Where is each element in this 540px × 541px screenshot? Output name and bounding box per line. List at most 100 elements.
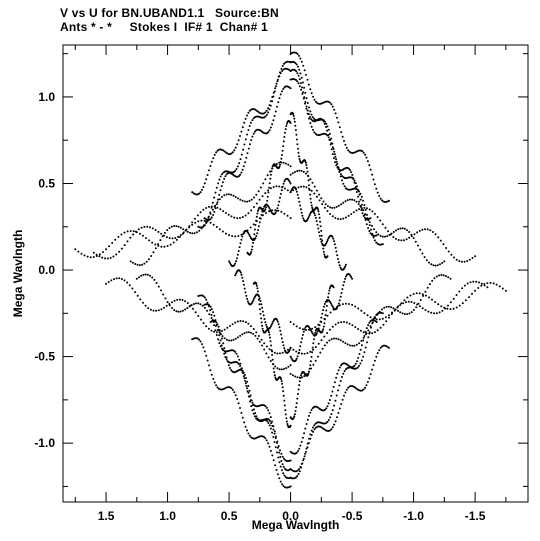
uv-point bbox=[279, 352, 281, 355]
uv-point bbox=[250, 121, 252, 124]
uv-point bbox=[126, 230, 129, 233]
uv-point bbox=[233, 391, 236, 394]
uv-point bbox=[303, 352, 306, 355]
uv-point bbox=[279, 456, 282, 458]
uv-point bbox=[309, 193, 312, 196]
uv-point bbox=[332, 286, 335, 289]
uv-point bbox=[354, 305, 357, 308]
uv-point bbox=[297, 186, 300, 189]
uv-point bbox=[294, 171, 296, 173]
uv-point bbox=[303, 69, 306, 72]
uv-point bbox=[211, 201, 214, 204]
uv-point bbox=[289, 173, 292, 176]
uv-point bbox=[330, 428, 333, 431]
uv-point bbox=[222, 210, 225, 213]
uv-point bbox=[306, 78, 309, 81]
uv-point bbox=[268, 186, 271, 189]
uv-point bbox=[357, 307, 360, 310]
uv-point bbox=[252, 237, 255, 240]
uv-point bbox=[286, 189, 289, 192]
uv-point bbox=[246, 152, 249, 155]
uv-point bbox=[163, 306, 165, 309]
uv-point bbox=[344, 277, 347, 280]
uv-point bbox=[469, 281, 472, 284]
uv-point bbox=[289, 191, 292, 194]
uv-point bbox=[214, 329, 217, 332]
uv-point bbox=[278, 326, 281, 329]
uv-point bbox=[198, 229, 201, 232]
uv-point bbox=[314, 359, 317, 362]
uv-point bbox=[216, 386, 219, 389]
uv-point bbox=[332, 237, 335, 240]
uv-point bbox=[259, 312, 262, 315]
uv-point bbox=[381, 317, 384, 320]
uv-point bbox=[379, 219, 382, 222]
uv-point bbox=[246, 114, 248, 117]
uv-point bbox=[297, 388, 300, 391]
uv-point bbox=[148, 239, 151, 242]
uv-point bbox=[265, 325, 268, 328]
uv-point bbox=[324, 314, 327, 317]
uv-point bbox=[173, 299, 176, 302]
uv-point bbox=[412, 309, 415, 311]
uv-point bbox=[345, 146, 348, 149]
uv-point bbox=[258, 303, 261, 306]
uv-point bbox=[351, 303, 354, 306]
uv-point bbox=[272, 119, 275, 122]
uv-point bbox=[250, 237, 252, 240]
uv-point bbox=[221, 195, 223, 198]
uv-point bbox=[177, 225, 180, 228]
uv-point bbox=[337, 166, 339, 168]
uv-point bbox=[345, 388, 348, 391]
uv-point bbox=[323, 206, 326, 209]
uv-point bbox=[326, 341, 329, 344]
uv-point bbox=[278, 451, 281, 454]
uv-point bbox=[334, 246, 337, 249]
uv-point bbox=[366, 381, 369, 383]
uv-point bbox=[452, 297, 455, 300]
uv-point bbox=[301, 86, 303, 89]
uv-point bbox=[250, 209, 253, 212]
uv-point bbox=[304, 100, 307, 103]
uv-point bbox=[309, 88, 312, 91]
uv-point bbox=[301, 333, 304, 336]
uv-point bbox=[203, 219, 206, 222]
uv-point bbox=[461, 302, 464, 305]
uv-point bbox=[234, 196, 237, 198]
uv-point bbox=[225, 193, 228, 196]
uv-point bbox=[431, 298, 433, 301]
uv-point bbox=[323, 305, 325, 308]
uv-point bbox=[256, 337, 259, 340]
uv-point bbox=[358, 342, 361, 345]
uv-point bbox=[173, 225, 176, 227]
uv-point bbox=[129, 236, 132, 239]
uv-point bbox=[376, 216, 379, 218]
uv-point bbox=[149, 308, 152, 311]
uv-point bbox=[276, 80, 279, 83]
uv-point bbox=[274, 365, 277, 368]
uv-point bbox=[228, 234, 231, 237]
uv-point bbox=[260, 321, 263, 324]
uv-point bbox=[434, 301, 437, 303]
uv-point bbox=[300, 440, 303, 443]
uv-point bbox=[278, 200, 281, 203]
uv-point bbox=[239, 334, 242, 337]
uv-point bbox=[458, 260, 461, 263]
uv-point bbox=[424, 294, 427, 297]
uv-point bbox=[324, 318, 326, 321]
uv-point bbox=[326, 420, 329, 423]
uv-point bbox=[255, 129, 258, 132]
uv-point bbox=[208, 313, 211, 316]
uv-point bbox=[281, 469, 283, 472]
uv-point bbox=[209, 305, 212, 308]
uv-point bbox=[401, 227, 404, 230]
uv-point bbox=[244, 117, 247, 120]
uv-point bbox=[255, 331, 258, 334]
uv-point bbox=[343, 185, 346, 188]
uv-point bbox=[246, 200, 249, 203]
uv-point bbox=[327, 292, 330, 295]
uv-point bbox=[269, 340, 272, 343]
uv-point bbox=[368, 164, 371, 167]
uv-point bbox=[197, 225, 200, 228]
uv-point bbox=[327, 296, 330, 299]
